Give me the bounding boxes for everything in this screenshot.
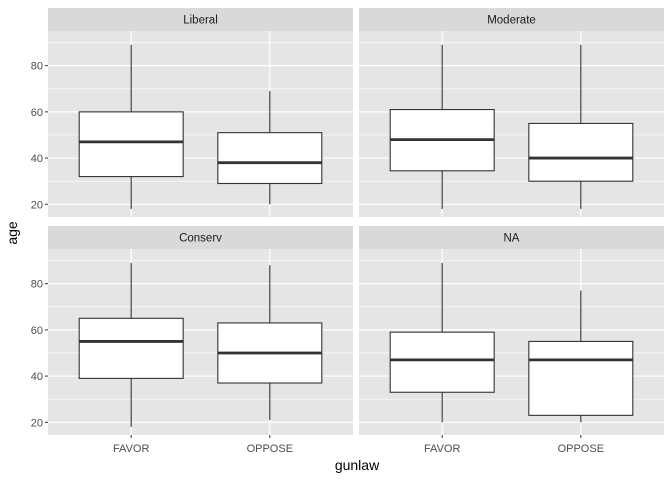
box-oppose <box>217 91 323 205</box>
x-tick-label: FAVOR <box>424 443 461 455</box>
facet-panels: Liberal Moderate Conserv NA <box>48 8 664 435</box>
facet-strip-label: Conserv <box>179 233 222 245</box>
y-tick-label: 80 <box>31 279 43 291</box>
y-tick-label: 80 <box>31 61 43 73</box>
box-iqr <box>389 331 495 393</box>
y-axes: 20 40 60 80 20 40 60 80 <box>31 61 48 429</box>
box-iqr <box>528 122 634 182</box>
box-favor <box>389 44 495 209</box>
box-iqr <box>528 340 634 416</box>
box-iqr <box>217 132 323 185</box>
x-tick-label: OPPOSE <box>247 443 293 455</box>
y-tick-label: 20 <box>31 199 43 211</box>
y-tick-label: 40 <box>31 371 43 383</box>
x-tick-label: OPPOSE <box>558 443 604 455</box>
x-axes: FAVOR OPPOSE FAVOR OPPOSE <box>113 435 604 455</box>
facet-strip <box>359 8 664 31</box>
facet-moderate: Moderate <box>359 8 664 217</box>
facet-strip <box>48 226 353 249</box>
y-tick-label: 40 <box>31 153 43 165</box>
box-oppose <box>528 44 634 209</box>
box-favor <box>78 262 184 427</box>
box-oppose <box>528 290 634 423</box>
facet-strip-label: Liberal <box>183 15 218 27</box>
facet-strip-label: Moderate <box>487 15 536 27</box>
facet-na: NA <box>359 226 664 435</box>
y-axis-title: age <box>4 221 20 245</box>
box-iqr <box>78 111 184 178</box>
x-axis-title: gunlaw <box>335 457 380 473</box>
x-tick-label: FAVOR <box>113 443 150 455</box>
facet-conserv: Conserv <box>48 226 353 435</box>
facet-liberal: Liberal <box>48 8 353 217</box>
box-iqr <box>78 317 184 379</box>
box-favor <box>78 44 184 209</box>
y-tick-label: 60 <box>31 325 43 337</box>
y-tick-label: 60 <box>31 107 43 119</box>
box-oppose <box>217 265 323 420</box>
facet-strip <box>359 226 664 249</box>
y-tick-label: 20 <box>31 417 43 429</box>
facet-strip-label: NA <box>504 233 520 245</box>
facet-strip <box>48 8 353 31</box>
box-favor <box>389 262 495 423</box>
